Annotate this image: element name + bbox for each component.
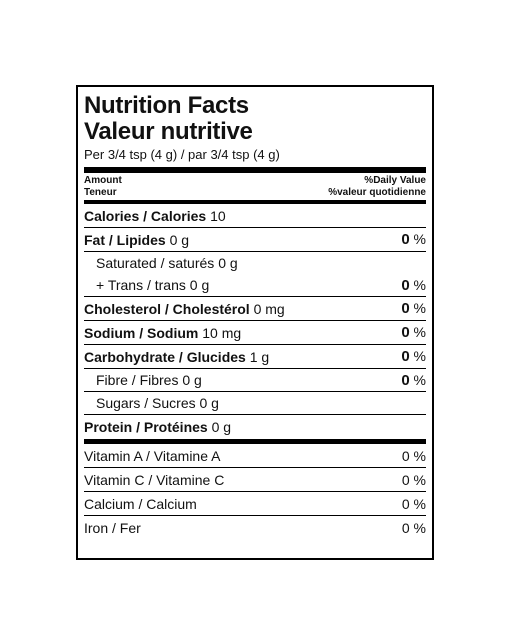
nutrient-name: Saturated / saturés	[96, 255, 215, 271]
daily-value: 0 %	[401, 520, 426, 536]
title-en: Nutrition Facts	[84, 92, 249, 119]
nutrient-row: Fat / Lipides 0 g 0 %	[84, 228, 426, 252]
daily-value: 0 %	[401, 447, 426, 464]
nutrient-name: + Trans / trans	[96, 277, 186, 293]
nutrient-row: Calories / Calories 10	[84, 204, 426, 228]
divider	[84, 200, 426, 204]
nutrient-row: Sugars / Sucres 0 g	[84, 392, 426, 415]
nutrient-amount: 0 g	[218, 255, 238, 271]
daily-value: 0	[401, 276, 410, 294]
nutrient-row: Carbohydrate / Glucides 1 g 0 %	[84, 345, 426, 369]
vitamin-row: Vitamin C / Vitamine C 0 %	[84, 468, 426, 492]
nutrient-name: Sodium / Sodium	[84, 324, 199, 341]
daily-value-unit: %	[413, 371, 426, 388]
daily-value: 0 %	[401, 471, 426, 488]
vitamin-row: Vitamin A / Vitamine A 0 %	[84, 444, 426, 468]
nutrient-name: Calories / Calories	[84, 207, 207, 224]
vitamin-row: Calcium / Calcium 0 %	[84, 492, 426, 516]
nutrient-name: Fat / Lipides	[84, 231, 166, 248]
daily-value: 0	[401, 348, 410, 365]
nutrient-row: Cholesterol / Cholestérol 0 mg 0 %	[84, 297, 426, 321]
nutrient-amount: 10	[210, 207, 226, 224]
nutrient-name: Protein / Protéines	[84, 419, 208, 435]
daily-value: 0 %	[401, 495, 426, 512]
vitamin-name: Vitamin C / Vitamine C	[84, 471, 225, 488]
column-header: Amount Teneur %Daily Value %valeur quotidi…	[84, 173, 426, 200]
nutrient-name: Fibre / Fibres	[96, 372, 179, 388]
daily-value-unit: %	[413, 348, 426, 364]
serving-size: Per 3/4 tsp (4 g) / par 3/4 tsp (4 g)	[84, 147, 280, 162]
nutrient-amount: 0 g	[199, 395, 219, 411]
nutrient-name: Sugars / Sucres	[96, 395, 196, 411]
daily-value: 0	[401, 300, 410, 317]
title-fr: Valeur nutritive	[84, 118, 253, 145]
nutrient-row: Sodium / Sodium 10 mg 0 %	[84, 321, 426, 345]
daily-value-unit: %	[413, 300, 426, 316]
nutrient-name: Cholesterol / Cholestérol	[84, 300, 250, 317]
nutrition-label: Nutrition Facts Valeur nutritive Per 3/4…	[76, 85, 434, 560]
nutrient-row: Saturated / saturés 0 g	[84, 252, 426, 274]
nutrient-amount: 0 g	[189, 277, 210, 293]
nutrient-amount: 0 g	[182, 372, 202, 388]
vitamin-name: Calcium / Calcium	[84, 495, 197, 512]
amount-fr: Teneur	[84, 187, 117, 198]
dv-fr: %valeur quotidienne	[328, 187, 426, 198]
nutrient-amount: 0 g	[211, 419, 232, 435]
nutrient-amount: 10 mg	[202, 324, 242, 341]
dv-en: %Daily Value	[364, 175, 426, 186]
daily-value-unit: %	[413, 276, 426, 293]
nutrient-amount: 0 g	[169, 231, 190, 248]
daily-value: 0	[401, 324, 410, 341]
vitamin-name: Vitamin A / Vitamine A	[84, 447, 221, 464]
nutrient-amount: 1 g	[249, 348, 270, 365]
daily-value-unit: %	[413, 231, 426, 247]
nutrient-row: + Trans / trans 0 g 0 %	[84, 274, 426, 297]
nutrient-name: Carbohydrate / Glucides	[84, 348, 246, 365]
nutrient-amount: 0 mg	[253, 300, 285, 317]
divider	[84, 439, 426, 444]
vitamin-name: Iron / Fer	[84, 520, 141, 536]
nutrient-row: Fibre / Fibres 0 g 0 %	[84, 369, 426, 392]
nutrient-row: Protein / Protéines 0 g	[84, 415, 426, 439]
vitamin-row: Iron / Fer 0 %	[84, 516, 426, 540]
divider	[84, 167, 426, 173]
daily-value: 0	[401, 371, 410, 389]
daily-value-unit: %	[413, 324, 426, 340]
amount-en: Amount	[84, 175, 122, 186]
daily-value: 0	[401, 231, 410, 248]
